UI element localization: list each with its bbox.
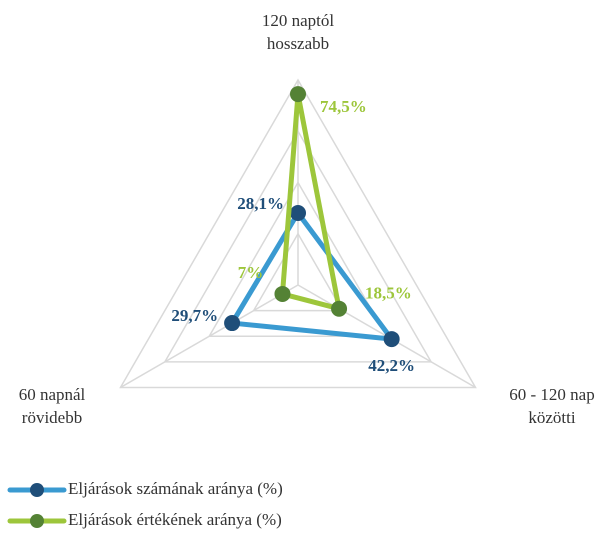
category-label: 120 naptól [262,11,335,30]
grid-ring [163,129,433,363]
legend-marker [30,483,44,497]
value-label: 29,7% [171,306,218,325]
series-line [279,91,342,312]
legend-label: Eljárások számának aránya (%) [68,479,283,498]
marker [383,331,400,348]
category-label: rövidebb [22,408,82,427]
grid-ring [252,232,344,312]
value-label: 74,5% [320,97,367,116]
grid-ring [207,181,389,337]
category-label: 60 napnál [19,385,86,404]
marker [274,285,291,302]
value-label: 28,1% [237,194,284,213]
marker [290,204,306,221]
marker [290,86,306,103]
marker [331,300,348,317]
value-label: 18,5% [365,284,412,303]
category-label: hosszabb [267,34,329,53]
category-label: közötti [528,408,575,427]
series-line [229,210,395,342]
axis-line [120,284,299,389]
category-label: 60 - 120 nap [509,385,594,404]
marker [224,315,241,332]
value-label: 42,2% [368,356,415,375]
legend-marker [30,514,44,528]
grid-ring [119,78,477,389]
legend-label: Eljárások értékének aránya (%) [68,510,282,529]
value-label: 7% [238,263,264,282]
